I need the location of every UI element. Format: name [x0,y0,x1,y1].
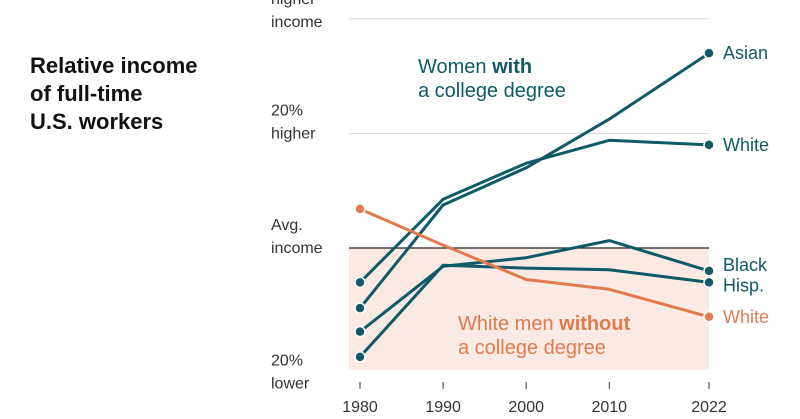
men-label-pre: White men [458,313,559,335]
series-line-women-white [358,138,710,284]
title-line-1: Relative income [30,53,198,78]
series-point [703,47,715,59]
series-point [354,325,366,338]
women-group-label: Women with a college degree [418,56,566,102]
series-end-label: White [723,135,769,155]
series-line-women-asian [358,51,710,310]
y-tick-label: 20% higher [271,102,316,142]
women-label-pre: Women [418,56,492,78]
series-line-women-black [359,239,710,333]
series-point [703,276,715,289]
y-tick-line: Avg. [271,217,303,234]
title-line-2: of full-time [30,81,143,106]
series-line-women-hisp [358,263,710,358]
y-tick-line: income [271,14,323,31]
series-end-label: Asian [723,43,768,63]
y-tick-line: 20% [271,353,303,370]
x-tick-label-2022: 2022 [691,399,727,416]
series-point [354,203,366,215]
series-point [354,276,366,289]
series-point [703,265,715,277]
series-end-label: White [723,307,769,327]
x-tick-label-1990: 1990 [425,399,461,416]
y-tick-line: lower [271,376,310,393]
x-tick-label-1980: 1980 [342,399,378,416]
women-label-line2: a college degree [418,80,566,102]
men-label-bold: without [558,313,630,335]
x-tick-label-2000: 2000 [508,399,544,416]
series-point [703,311,715,323]
x-tick-label-2010: 2010 [591,399,627,416]
y-tick-line: higher [271,125,316,142]
y-tick-label: 40%higherincome [271,0,323,31]
series-point [703,139,715,151]
y-tick-line: income [271,240,323,257]
title-line-3: U.S. workers [30,109,164,134]
chart-title: Relative income of full-time U.S. worker… [30,52,250,136]
men-group-label: White men without a college degree [458,313,636,359]
series-end-label: Hisp. [723,275,764,295]
series-point [354,351,366,363]
series-end-label: Black [723,255,768,275]
men-label-line2: a college degree [458,337,606,359]
series-point [354,302,366,314]
series-line-men-white [359,207,710,319]
y-tick-line: higher [271,0,316,8]
women-label-bold: with [491,56,532,78]
y-tick-label: 20% lower [271,353,310,393]
y-tick-label: Avg. income [271,217,323,257]
y-tick-line: 20% [271,102,303,119]
